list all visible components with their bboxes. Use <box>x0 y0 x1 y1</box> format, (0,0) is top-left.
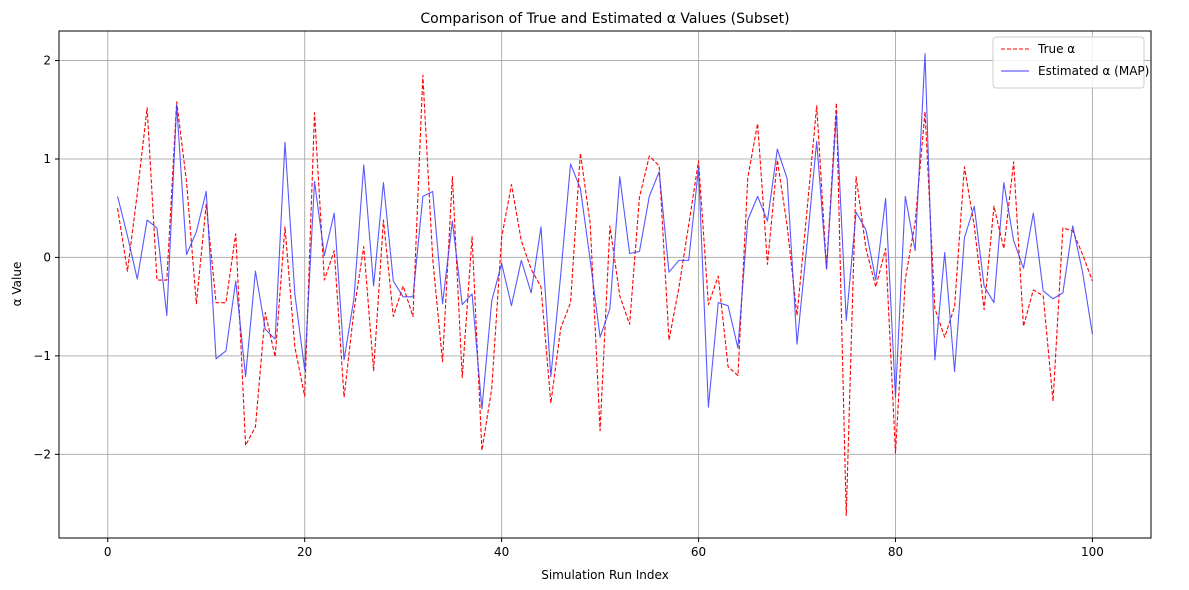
x-axis-label: Simulation Run Index <box>541 568 669 582</box>
ticks-layer: 0 20 40 60 80 100 −2 −1 0 1 2 <box>33 54 1104 559</box>
series-layer <box>117 53 1093 516</box>
x-tick-label: 100 <box>1081 545 1104 559</box>
x-tick-label: 60 <box>691 545 706 559</box>
legend: True α Estimated α (MAP) <box>992 36 1149 89</box>
x-tick-label: 20 <box>297 545 312 559</box>
y-tick-label: −2 <box>33 447 51 461</box>
plot-frame <box>58 30 1152 539</box>
series-line-true-alpha <box>117 74 1093 516</box>
x-tick-label: 80 <box>888 545 903 559</box>
y-tick-label: 2 <box>43 54 51 68</box>
legend-box <box>992 36 1145 89</box>
y-tick-label: 1 <box>43 152 51 166</box>
legend-label: True α <box>1037 42 1075 56</box>
x-tick-label: 40 <box>494 545 509 559</box>
grid <box>59 31 1151 538</box>
x-tick-label: 0 <box>104 545 112 559</box>
y-axis-label: α Value <box>10 262 24 307</box>
y-tick-label: −1 <box>33 349 51 363</box>
y-tick-label: 0 <box>43 250 51 264</box>
legend-label: Estimated α (MAP) <box>1038 64 1149 78</box>
chart-title: Comparison of True and Estimated α Value… <box>420 11 789 27</box>
series-line-estimated-alpha <box>117 53 1093 410</box>
